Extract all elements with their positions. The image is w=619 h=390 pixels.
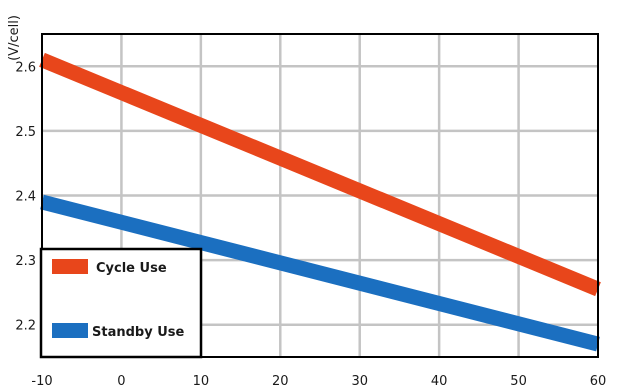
legend: Cycle Use Standby Use: [39, 247, 203, 359]
y-axis-label: (V/cell): [7, 15, 22, 61]
x-tick-label: 50: [510, 374, 527, 389]
y-tick-label: 2.3: [15, 254, 36, 269]
legend-label-standby-use: Standby Use: [92, 325, 185, 340]
x-tick-label: 60: [590, 374, 607, 389]
legend-label-cycle-use: Cycle Use: [96, 261, 167, 276]
x-tick-label: 40: [431, 374, 448, 389]
plot-frame: [41, 33, 599, 358]
y-tick-label: 2.6: [15, 60, 36, 75]
x-axis-ticks: -10 0 10 20 30 40 50 60: [31, 374, 606, 389]
series-line-cycle-use: [39, 52, 601, 297]
series-line-standby-use: [40, 194, 600, 352]
y-axis-ticks: 2.2 2.3 2.4 2.5 2.6: [15, 60, 36, 333]
x-tick-label: 10: [193, 374, 210, 389]
y-tick-label: 2.5: [15, 125, 36, 140]
legend-swatch-standby-use: [52, 323, 88, 338]
x-tick-label: -10: [31, 374, 52, 389]
series-layer: [39, 52, 601, 352]
legend-swatch-cycle-use: [52, 259, 88, 274]
x-tick-label: 30: [351, 374, 368, 389]
y-tick-label: 2.4: [15, 190, 36, 205]
y-tick-label: 2.2: [15, 319, 36, 334]
x-tick-label: 0: [117, 374, 125, 389]
x-tick-label: 20: [272, 374, 289, 389]
